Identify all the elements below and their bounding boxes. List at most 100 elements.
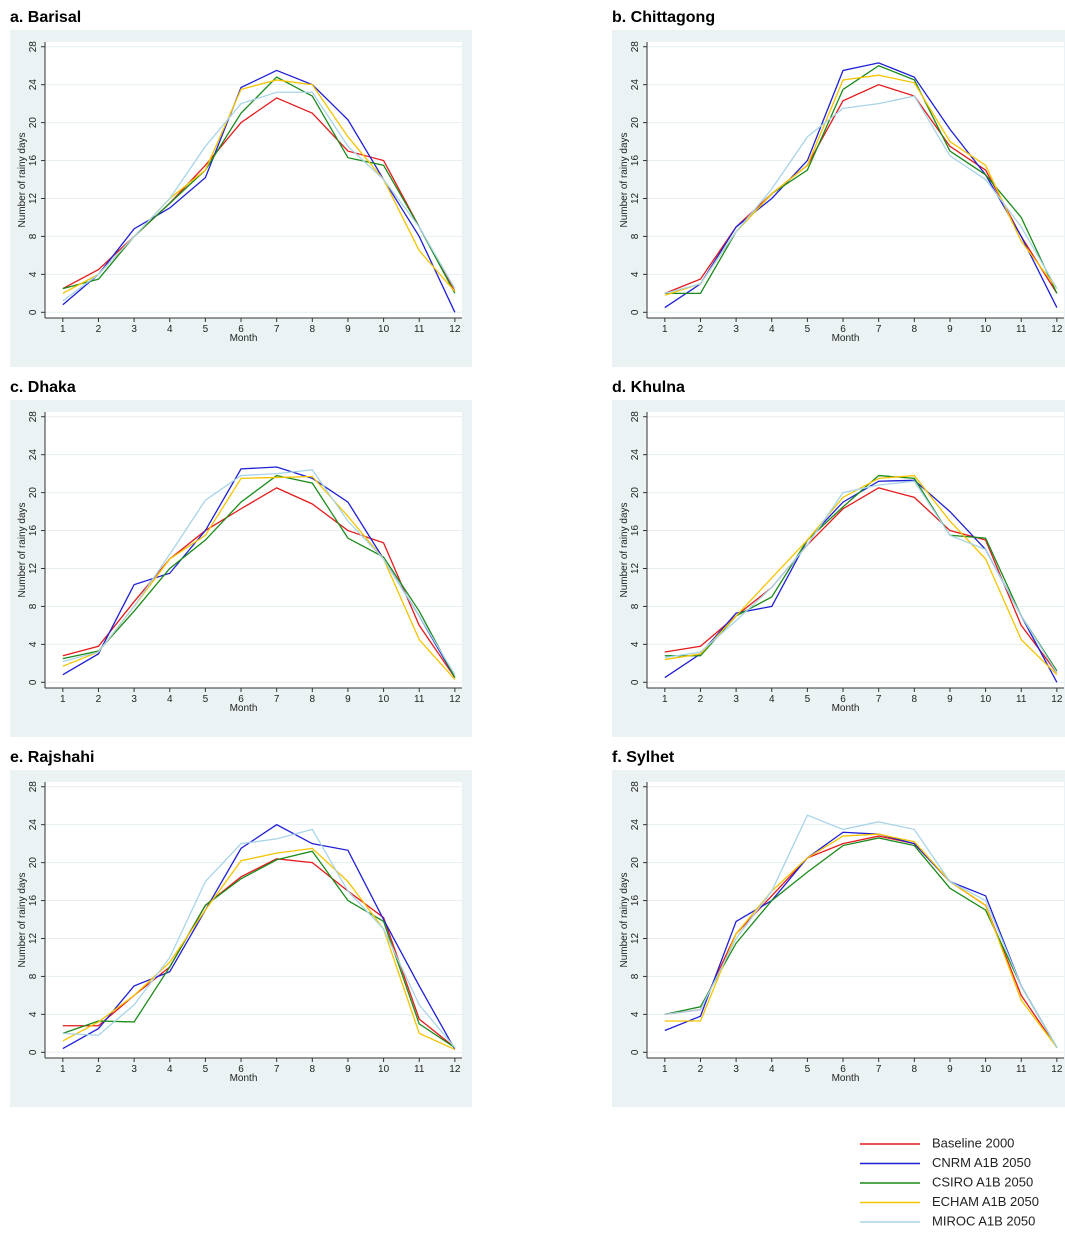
y-tick-label: 8 [28,233,39,239]
y-tick-label: 24 [28,819,39,831]
y-tick-label: 28 [630,781,641,793]
x-tick-label: 10 [378,694,390,705]
x-tick-label: 7 [274,324,280,335]
x-tick-label: 1 [60,694,66,705]
x-tick-label: 3 [733,324,739,335]
x-tick-label: 10 [378,324,390,335]
y-tick-label: 8 [630,233,641,239]
x-tick-label: 11 [414,1064,425,1075]
x-tick-label: 2 [96,1064,102,1075]
x-tick-label: 10 [980,324,992,335]
x-tick-label: 6 [238,324,244,335]
x-tick-label: 8 [310,1064,316,1075]
y-tick-label: 16 [28,525,39,537]
legend-label: CNRM A1B 2050 [932,1155,1031,1170]
y-tick-label: 28 [630,411,641,423]
y-tick-label: 28 [28,781,39,793]
x-tick-label: 1 [60,1064,66,1075]
y-tick-label: 16 [28,155,39,167]
y-tick-label: 24 [28,79,39,91]
series-line [664,831,1058,1048]
series-line [62,469,456,676]
y-tick-label: 4 [28,1011,39,1017]
y-tick-label: 28 [630,41,641,53]
x-tick-label: 2 [698,1064,704,1075]
x-tick-label: 12 [449,324,461,335]
x-tick-label: 3 [131,324,137,335]
plot-area [647,782,1064,1058]
y-tick-label: 28 [28,411,39,423]
x-tick-label: 4 [769,1064,775,1075]
y-tick-label: 12 [630,192,641,204]
series-line [664,480,1058,674]
x-tick-label: 2 [96,694,102,705]
series-line [62,850,456,1049]
x-tick-label: 5 [805,324,811,335]
y-axis-label: Number of rainy days [17,132,28,227]
x-tick-label: 6 [238,694,244,705]
x-tick-label: 3 [131,694,137,705]
y-tick-label: 4 [28,641,39,647]
x-tick-label: 8 [310,324,316,335]
y-tick-label: 20 [28,487,39,499]
x-tick-label: 11 [1016,694,1027,705]
x-tick-label: 2 [698,694,704,705]
panel-title: a. Barisal [10,9,81,26]
x-tick-label: 3 [733,694,739,705]
x-tick-label: 4 [769,324,775,335]
x-tick-label: 2 [96,324,102,335]
y-tick-label: 4 [28,271,39,277]
y-tick-label: 16 [630,155,641,167]
x-tick-label: 2 [698,324,704,335]
x-tick-label: 9 [345,1064,351,1075]
series-line [62,91,456,302]
x-tick-label: 10 [378,1064,390,1075]
series-line [664,474,1058,676]
x-tick-label: 5 [203,1064,209,1075]
series-line [664,487,1058,674]
x-tick-label: 10 [980,694,992,705]
y-tick-label: 20 [28,857,39,869]
x-tick-label: 7 [876,694,882,705]
x-tick-label: 7 [876,324,882,335]
x-tick-label: 12 [1051,1064,1063,1075]
series-line [62,474,456,678]
x-tick-label: 12 [1051,324,1063,335]
y-axis-label: Number of rainy days [619,872,630,967]
x-tick-label: 10 [980,1064,992,1075]
panel-title: d. Khulna [612,379,685,396]
y-axis-label: Number of rainy days [17,872,28,967]
plot-area [647,412,1064,688]
y-tick-label: 24 [630,819,641,831]
plot-area [647,42,1064,318]
x-tick-label: 3 [733,1064,739,1075]
legend-label: Baseline 2000 [932,1135,1014,1150]
x-axis-label: Month [832,1073,860,1084]
x-axis-label: Month [230,1073,258,1084]
x-tick-label: 4 [167,694,173,705]
x-tick-label: 6 [238,1064,244,1075]
x-tick-label: 11 [1016,324,1027,335]
y-axis-label: Number of rainy days [619,502,630,597]
x-tick-label: 11 [1016,1064,1027,1075]
y-tick-label: 8 [630,973,641,979]
series-line [62,823,456,1050]
y-tick-label: 12 [630,932,641,944]
x-axis-label: Month [230,333,258,344]
x-tick-label: 6 [840,1064,846,1075]
x-tick-label: 9 [947,324,953,335]
x-tick-label: 11 [414,324,425,335]
panel-title: b. Chittagong [612,9,715,26]
series-line [664,833,1058,1048]
panel-title: f. Sylhet [612,749,675,766]
legend-label: MIROC A1B 2050 [932,1213,1035,1228]
x-tick-label: 4 [769,694,775,705]
y-tick-label: 20 [630,117,641,129]
panel-title: c. Dhaka [10,379,76,396]
x-tick-label: 8 [912,1064,918,1075]
series-line [664,62,1058,309]
